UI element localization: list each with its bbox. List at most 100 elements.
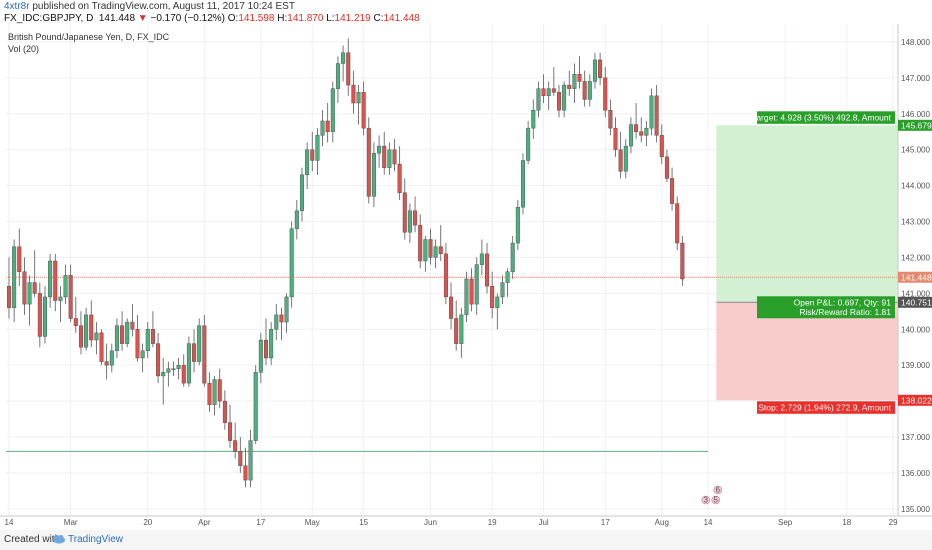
candle-body[interactable] bbox=[114, 325, 119, 352]
candle-body[interactable] bbox=[500, 282, 505, 298]
candle-body[interactable] bbox=[392, 149, 397, 165]
candle-body[interactable] bbox=[341, 52, 346, 64]
event-marker-icon[interactable] bbox=[713, 485, 723, 495]
candle-body[interactable] bbox=[582, 81, 587, 100]
candle-body[interactable] bbox=[186, 343, 191, 384]
candle-body[interactable] bbox=[253, 372, 258, 441]
candle-body[interactable] bbox=[125, 321, 130, 344]
candle-body[interactable] bbox=[320, 120, 325, 136]
candle-body[interactable] bbox=[371, 153, 376, 197]
candle-body[interactable] bbox=[592, 59, 597, 82]
candle-body[interactable] bbox=[228, 422, 233, 441]
candle-body[interactable] bbox=[310, 149, 315, 161]
candle-body[interactable] bbox=[418, 224, 423, 262]
candle-body[interactable] bbox=[443, 253, 448, 298]
candle-body[interactable] bbox=[521, 160, 526, 208]
stop-zone[interactable] bbox=[716, 302, 898, 401]
candle-body[interactable] bbox=[531, 109, 536, 129]
candle-body[interactable] bbox=[628, 124, 633, 147]
candle-body[interactable] bbox=[37, 293, 42, 337]
candle-body[interactable] bbox=[680, 242, 685, 280]
candle-body[interactable] bbox=[623, 145, 628, 172]
time-axis[interactable]: 14 Mar 20 Apr 17 May 15 Jun 19 Jul 17 Aug 14 Sep 18 29 bbox=[0, 515, 932, 527]
candle-body[interactable] bbox=[335, 63, 340, 89]
candle-body[interactable] bbox=[485, 253, 490, 287]
candle-body[interactable] bbox=[207, 382, 212, 405]
candle-body[interactable] bbox=[479, 253, 484, 265]
candle-body[interactable] bbox=[644, 127, 649, 136]
candle-body[interactable] bbox=[217, 379, 222, 402]
event-marker-icon[interactable] bbox=[711, 495, 721, 505]
candle-body[interactable] bbox=[618, 149, 623, 172]
candle-body[interactable] bbox=[407, 210, 412, 233]
candle-body[interactable] bbox=[42, 296, 47, 337]
candle-body[interactable] bbox=[94, 332, 99, 341]
candle-body[interactable] bbox=[294, 210, 299, 229]
symbol-label[interactable]: FX_IDC:GBPJPY, D bbox=[4, 13, 94, 24]
candle-body[interactable] bbox=[299, 174, 304, 211]
candle-body[interactable] bbox=[222, 400, 227, 423]
candle-body[interactable] bbox=[464, 278, 469, 316]
candle-body[interactable] bbox=[289, 228, 294, 298]
candlestick-series[interactable] bbox=[6, 38, 685, 488]
indicator-label[interactable]: Vol (20) bbox=[8, 44, 39, 54]
candle-body[interactable] bbox=[315, 135, 320, 161]
candle-body[interactable] bbox=[510, 242, 515, 272]
candle-body[interactable] bbox=[572, 74, 577, 89]
candle-body[interactable] bbox=[366, 127, 371, 197]
candle-body[interactable] bbox=[356, 92, 361, 104]
candle-body[interactable] bbox=[634, 124, 639, 132]
candle-body[interactable] bbox=[608, 109, 613, 129]
price-axis[interactable]: 148.000 147.000 146.000 145.000 144.000 143.0… bbox=[897, 24, 932, 516]
candle-body[interactable] bbox=[192, 343, 197, 362]
candle-body[interactable] bbox=[325, 120, 330, 132]
candle-body[interactable] bbox=[495, 296, 500, 308]
candle-body[interactable] bbox=[387, 149, 392, 168]
candle-body[interactable] bbox=[459, 314, 464, 344]
tradingview-brand[interactable]: TradingView bbox=[68, 534, 124, 545]
candle-body[interactable] bbox=[274, 314, 279, 330]
candle-body[interactable] bbox=[145, 329, 150, 352]
candle-body[interactable] bbox=[109, 350, 114, 366]
candle-body[interactable] bbox=[17, 246, 22, 272]
candle-body[interactable] bbox=[515, 206, 520, 244]
candle-body[interactable] bbox=[104, 361, 109, 366]
candle-body[interactable] bbox=[361, 92, 366, 129]
candle-body[interactable] bbox=[346, 52, 351, 86]
candle-body[interactable] bbox=[58, 296, 63, 301]
candle-body[interactable] bbox=[397, 163, 402, 193]
candle-body[interactable] bbox=[670, 178, 675, 204]
candle-body[interactable] bbox=[639, 131, 644, 136]
candle-body[interactable] bbox=[27, 282, 32, 305]
candle-body[interactable] bbox=[84, 314, 89, 348]
events-markers[interactable]: 63 5 bbox=[701, 485, 723, 505]
candle-body[interactable] bbox=[130, 321, 135, 330]
candle-body[interactable] bbox=[135, 329, 140, 359]
price-chart[interactable]: 148.000 147.000 146.000 145.000 144.000 143.0… bbox=[0, 24, 932, 530]
candle-body[interactable] bbox=[675, 203, 680, 244]
candle-body[interactable] bbox=[63, 275, 68, 298]
candle-body[interactable] bbox=[181, 364, 186, 384]
candle-body[interactable] bbox=[166, 368, 171, 373]
candle-body[interactable] bbox=[413, 210, 418, 226]
candle-body[interactable] bbox=[120, 325, 125, 344]
candle-body[interactable] bbox=[423, 239, 428, 262]
candle-body[interactable] bbox=[474, 264, 479, 305]
candle-body[interactable] bbox=[68, 275, 73, 319]
candle-body[interactable] bbox=[664, 156, 669, 179]
candle-body[interactable] bbox=[89, 314, 94, 341]
candle-body[interactable] bbox=[202, 325, 207, 384]
candle-body[interactable] bbox=[238, 451, 243, 466]
candle-body[interactable] bbox=[613, 127, 618, 150]
candle-body[interactable] bbox=[53, 260, 58, 301]
candle-body[interactable] bbox=[654, 95, 659, 136]
candle-body[interactable] bbox=[78, 325, 83, 348]
candle-body[interactable] bbox=[536, 88, 541, 111]
target-zone[interactable] bbox=[716, 125, 898, 303]
candle-body[interactable] bbox=[6, 285, 11, 308]
candle-body[interactable] bbox=[171, 368, 176, 370]
candle-body[interactable] bbox=[351, 84, 356, 104]
candle-body[interactable] bbox=[546, 88, 551, 97]
candle-body[interactable] bbox=[649, 95, 654, 129]
candle-body[interactable] bbox=[551, 88, 556, 93]
